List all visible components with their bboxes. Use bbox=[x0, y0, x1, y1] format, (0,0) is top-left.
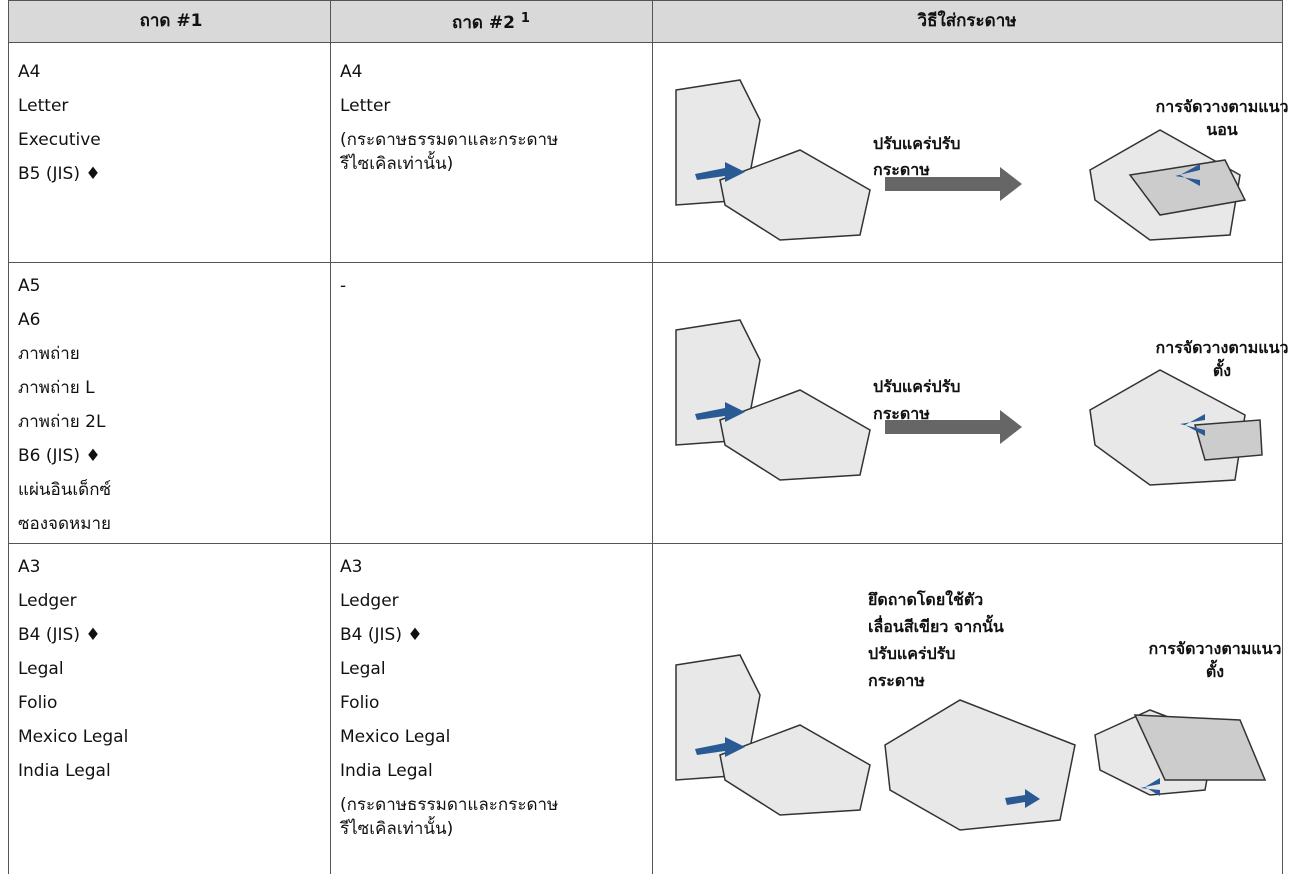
tray1-item: Letter bbox=[18, 96, 69, 116]
orientation-text: การจัดวางตามแนว bbox=[1148, 639, 1282, 658]
column-border bbox=[8, 0, 9, 874]
tray2-item: - bbox=[340, 276, 347, 296]
tray1-item: A6 bbox=[18, 310, 41, 330]
column-border bbox=[330, 0, 331, 874]
tray1-item: ซองจดหมาย bbox=[18, 514, 111, 534]
instruction-text: กระดาษ bbox=[873, 160, 930, 179]
tray2-item: Folio bbox=[340, 693, 380, 713]
orientation-text: นอน bbox=[1206, 120, 1238, 139]
tray2-note: (กระดาษธรรมดาและกระดาษ bbox=[340, 795, 559, 815]
footnote-ref: 1 bbox=[520, 11, 530, 26]
tray1-item: India Legal bbox=[18, 761, 111, 781]
tray2-item: B4 (JIS) ♦ bbox=[340, 625, 423, 645]
tray1-item: A4 bbox=[18, 62, 41, 82]
tray2-item: A3 bbox=[340, 557, 363, 577]
instruction-text: ปรับแคร่ปรับ bbox=[873, 377, 961, 396]
tray1-item: แผ่นอินเด็กซ์ bbox=[18, 480, 112, 500]
tray1-item: ภาพถ่าย L bbox=[18, 378, 95, 398]
header-cell: ถาด #1 bbox=[139, 11, 203, 31]
column-border bbox=[652, 0, 653, 874]
tray1-item: Ledger bbox=[18, 591, 77, 611]
orientation-text: ตั้ง bbox=[1212, 361, 1232, 380]
tray2-note: รีไซเคิลเท่านั้น) bbox=[340, 154, 454, 174]
instruction-text: ปรับแคร่ปรับ bbox=[868, 644, 956, 663]
tray2-item: Letter bbox=[340, 96, 391, 116]
tray1-item: Executive bbox=[18, 130, 101, 150]
column-border bbox=[1282, 0, 1283, 874]
tray2-item: Mexico Legal bbox=[340, 727, 451, 747]
tray1-item: A3 bbox=[18, 557, 41, 577]
tray1-item: ภาพถ่าย 2L bbox=[18, 412, 106, 432]
row-border bbox=[8, 543, 1282, 544]
tray1-item: B5 (JIS) ♦ bbox=[18, 164, 101, 184]
tray1-item: Legal bbox=[18, 659, 64, 679]
tray2-item: Ledger bbox=[340, 591, 399, 611]
instruction-text: ปรับแคร่ปรับ bbox=[873, 134, 961, 153]
tray2-note: (กระดาษธรรมดาและกระดาษ bbox=[340, 130, 559, 150]
orientation-text: การจัดวางตามแนว bbox=[1155, 97, 1289, 116]
tray1-item: B6 (JIS) ♦ bbox=[18, 446, 101, 466]
tray2-item: Legal bbox=[340, 659, 386, 679]
tray2-note: รีไซเคิลเท่านั้น) bbox=[340, 819, 454, 839]
tray1-item: Mexico Legal bbox=[18, 727, 129, 747]
header-bg bbox=[8, 0, 1282, 42]
header-cell: ถาด #2 1 bbox=[452, 11, 530, 33]
row-border bbox=[8, 262, 1282, 263]
instruction-text: กระดาษ bbox=[868, 671, 925, 690]
tray2-item: India Legal bbox=[340, 761, 433, 781]
orientation-text: ตั้ง bbox=[1205, 662, 1225, 681]
header-cell: วิธีใส่กระดาษ bbox=[917, 11, 1017, 31]
row-border bbox=[8, 0, 1282, 1]
tray1-item: A5 bbox=[18, 276, 41, 296]
tray2-item: A4 bbox=[340, 62, 363, 82]
orientation-text: การจัดวางตามแนว bbox=[1155, 338, 1289, 357]
instruction-text: เลื่อนสีเขียว จากนั้น bbox=[868, 617, 1004, 636]
instruction-text: กระดาษ bbox=[873, 404, 930, 423]
instruction-text: ยึดถาดโดยใช้ตัว bbox=[868, 590, 984, 609]
tray1-item: Folio bbox=[18, 693, 58, 713]
row-border bbox=[8, 42, 1282, 43]
tray1-item: B4 (JIS) ♦ bbox=[18, 625, 101, 645]
tray1-item: ภาพถ่าย bbox=[18, 344, 80, 364]
